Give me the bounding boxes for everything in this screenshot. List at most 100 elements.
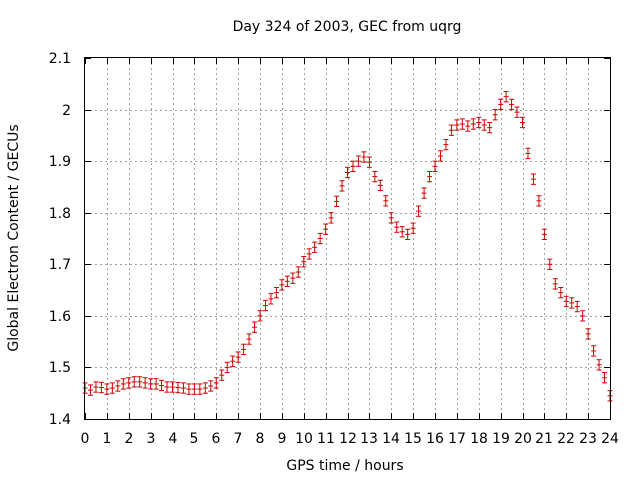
data-point [98,381,104,394]
data-point [602,372,608,384]
data-point [487,121,493,134]
data-point [377,179,383,192]
x-tick-label: 15 [404,431,422,447]
x-tick-label: 11 [317,431,335,447]
data-point [350,160,356,172]
data-point [137,376,143,388]
data-point [547,258,553,270]
x-tick-label: 4 [169,431,178,447]
data-point [120,378,126,390]
data-point [115,380,121,392]
x-tick-label: 18 [470,431,488,447]
data-point [87,384,93,396]
data-point [481,119,487,131]
y-tick-label: 1.4 [49,412,71,428]
data-point [536,195,542,207]
data-point [301,256,307,268]
data-point [541,228,547,241]
data-point [459,118,465,130]
data-point [503,91,509,103]
data-point [175,381,181,394]
data-point [219,369,225,381]
chart-title: Day 324 of 2003, GEC from uqrg [233,19,462,35]
data-point [580,310,586,322]
tick-layer: 0 1 2 3 4 5 6 7 8 9 10 11 12 13 14 15 16 17 18 19 20 21 22 23 24… [49,51,619,447]
data-point [443,138,449,151]
data-point [388,212,394,224]
data-point [596,359,602,371]
x-tick-label: 1 [103,431,112,447]
data-point [279,279,285,291]
data-point [334,195,340,208]
data-point [235,351,241,363]
data-point [569,297,575,309]
data-point [159,379,165,392]
data-point [585,328,591,340]
data-point [437,150,443,162]
data-point [591,345,597,357]
data-point [448,124,454,136]
data-point [361,151,367,163]
data-point [109,382,115,394]
data-point [252,321,258,333]
data-point [372,170,378,183]
data-point [399,226,405,238]
data-point [323,223,329,235]
data-point [197,383,203,395]
data-point [104,383,110,395]
data-point [574,300,580,313]
data-point [405,228,411,241]
data-point [202,382,208,394]
data-point [345,166,350,179]
x-tick-label: 6 [212,431,221,447]
data-point [410,222,416,234]
data-point [131,376,137,388]
data-point [394,221,400,233]
x-tick-label: 24 [601,431,619,447]
x-tick-label: 16 [426,431,444,447]
data-point [552,278,558,290]
x-tick-label: 0 [81,431,90,447]
data-point [170,381,175,393]
data-point [257,310,263,322]
data-point [558,286,564,299]
x-tick-label: 19 [492,431,510,447]
data-point [246,333,252,345]
data-point [427,170,433,183]
data-point [262,299,268,312]
data-point [339,180,345,192]
plot-frame [84,57,611,420]
x-tick-label: 21 [535,431,553,447]
data-point [142,377,148,389]
data-point [416,205,422,217]
data-point [476,116,482,129]
data-point [191,383,197,395]
data-point [465,120,471,132]
data-point [317,232,323,245]
data-point [492,109,498,121]
data-point [284,275,290,287]
data-point [290,272,296,284]
y-tick-label: 1.5 [49,360,71,376]
data-point [470,118,476,130]
x-tick-label: 17 [448,431,466,447]
x-tick-label: 22 [557,431,575,447]
x-tick-label: 8 [256,431,265,447]
data-point [186,383,192,395]
data-point [93,381,99,393]
data-point [563,295,569,308]
x-axis-label: GPS time / hours [286,458,403,474]
y-tick-label: 1.8 [49,206,71,222]
data-point [295,266,301,278]
grid-layer [85,58,610,419]
data-point [273,286,279,299]
data-point [268,293,274,305]
data-point [520,116,525,129]
data-point [180,382,186,394]
data-point [312,241,318,253]
x-tick-label: 23 [579,431,597,447]
data-point [355,155,361,167]
y-tick-label: 1.7 [49,257,71,273]
y-tick-label: 1.9 [49,154,71,170]
